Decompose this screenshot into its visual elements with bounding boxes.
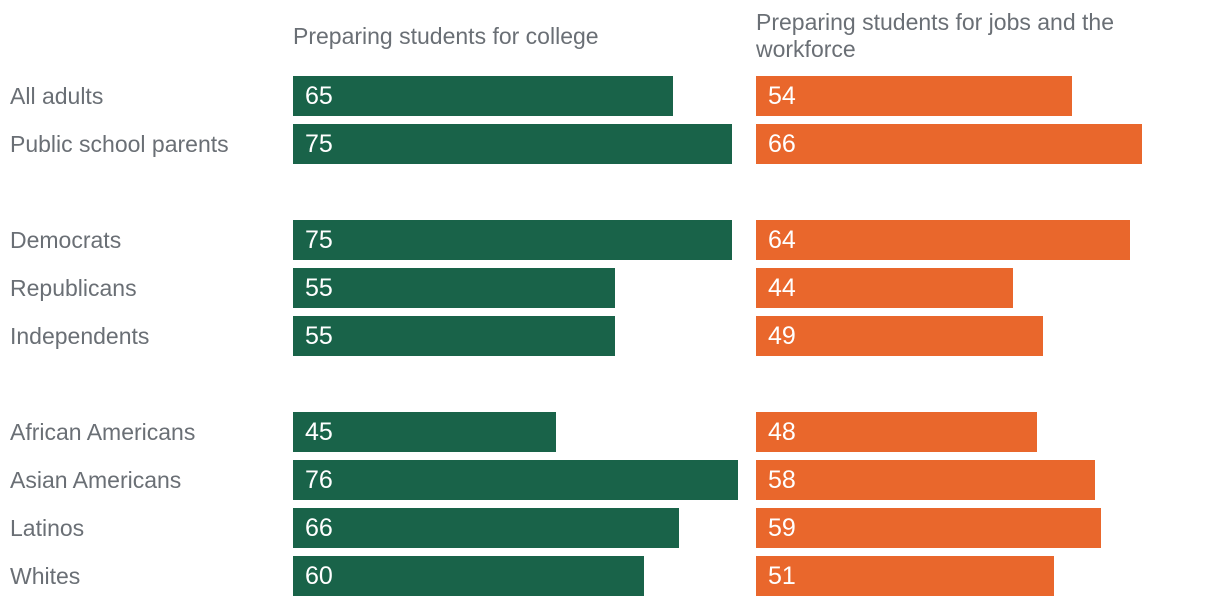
jobs-bar: 54 [756,76,1072,116]
bar-value: 44 [768,274,796,302]
bar-value: 58 [768,466,796,494]
bar-value: 49 [768,322,796,350]
jobs-bar: 64 [756,220,1130,260]
bar-value: 76 [305,466,333,494]
row-label: African Americans [10,419,196,445]
bar-value: 48 [768,418,796,446]
bar-value: 64 [768,226,796,254]
college-bar: 75 [293,220,732,260]
row-label: All adults [10,83,104,109]
jobs-bar: 48 [756,412,1037,452]
college-column-header: Preparing students for college [293,22,599,49]
college-bar: 75 [293,124,732,164]
jobs-bar: 59 [756,508,1101,548]
college-bar: 65 [293,76,673,116]
bar-value: 55 [305,322,333,350]
row-label: Independents [10,323,150,349]
bar-value: 75 [305,226,333,254]
row-label: Latinos [10,515,85,541]
jobs-bar: 58 [756,460,1095,500]
jobs-column-header: Preparing students for jobs and the work… [756,9,1115,62]
bar-value: 66 [768,130,796,158]
bar-value: 59 [768,514,796,542]
bar-value: 75 [305,130,333,158]
college-bar: 76 [293,460,738,500]
bar-value: 51 [768,562,796,590]
jobs-bar: 49 [756,316,1043,356]
bar-value: 55 [305,274,333,302]
jobs-bar: 66 [756,124,1142,164]
jobs-bar: 51 [756,556,1054,596]
row-label: Public school parents [10,131,229,157]
bar-value: 65 [305,82,333,110]
row-label: Whites [10,563,81,589]
college-bar: 55 [293,316,615,356]
college-bar: 55 [293,268,615,308]
bar-value: 54 [768,82,796,110]
bar-value: 45 [305,418,333,446]
row-label: Democrats [10,227,122,253]
bar-value: 60 [305,562,333,590]
college-bar: 45 [293,412,556,452]
college-bar: 60 [293,556,644,596]
row-label: Asian Americans [10,467,182,493]
row-label: Republicans [10,275,137,301]
college-bar: 66 [293,508,679,548]
bar-value: 66 [305,514,333,542]
jobs-bar: 44 [756,268,1013,308]
